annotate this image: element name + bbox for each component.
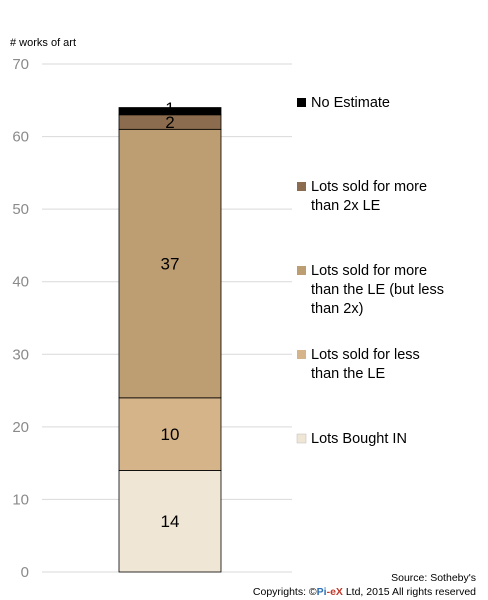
- legend-swatch-0: [296, 433, 307, 444]
- bar-segment-4: [118, 107, 222, 116]
- y-tick-50: 50: [12, 201, 29, 218]
- legend-entry-0: Lots Bought IN: [311, 431, 407, 447]
- segment-label-4: 1: [165, 99, 174, 118]
- brand-dash: -: [327, 586, 331, 598]
- y-tick-60: 60: [12, 129, 29, 146]
- legend-swatch-1: [297, 350, 306, 359]
- bar-segment-2: [118, 128, 222, 399]
- y-axis-label: # works of art: [10, 37, 76, 49]
- y-tick-0: 0: [21, 564, 29, 581]
- y-tick-10: 10: [12, 491, 29, 508]
- bar-segment-0: [118, 469, 222, 573]
- footer: Source: Sotheby's Copyrights: ©Pi-eX Ltd…: [253, 572, 476, 598]
- segment-label-3: 2: [165, 113, 174, 132]
- legend-entry-1: Lots sold for less than the LE: [311, 347, 420, 382]
- y-tick-20: 20: [12, 419, 29, 436]
- y-tick-labels: 0 10 20 30 40 50 60 70: [12, 56, 29, 581]
- y-tick-30: 30: [12, 346, 29, 363]
- copyright-suffix: Ltd, 2015 All rights reserved: [343, 586, 476, 598]
- legend-entry-2: Lots sold for more than the LE (but less t…: [311, 263, 444, 317]
- legend-entry-4: No Estimate: [311, 95, 390, 111]
- source-text: Source: Sotheby's: [391, 572, 476, 584]
- legend-swatch-4: [297, 98, 306, 107]
- y-tick-40: 40: [12, 274, 29, 291]
- legend-swatch-3: [297, 182, 306, 191]
- segment-label-2: 37: [161, 255, 180, 274]
- segment-label-0: 14: [161, 512, 180, 531]
- copyright-text: Copyrights: ©Pi-eX Ltd, 2015 All rights …: [253, 586, 476, 598]
- segment-label-1: 10: [161, 425, 180, 444]
- brand-ex: eX: [330, 586, 343, 598]
- segment-labels: 14 10 37 21: [161, 99, 180, 531]
- brand-pi: Pi: [317, 586, 327, 598]
- legend-entry-3: Lots sold for more than 2x LE: [311, 179, 427, 214]
- y-tick-70: 70: [12, 56, 29, 73]
- legend: Lots Bought IN Lots sold for less than the…: [296, 95, 444, 447]
- bar-segment-1: [118, 397, 222, 471]
- copyright-prefix: Copyrights: ©: [253, 586, 317, 598]
- bar-segments: [118, 107, 222, 573]
- legend-swatch-2: [297, 266, 306, 275]
